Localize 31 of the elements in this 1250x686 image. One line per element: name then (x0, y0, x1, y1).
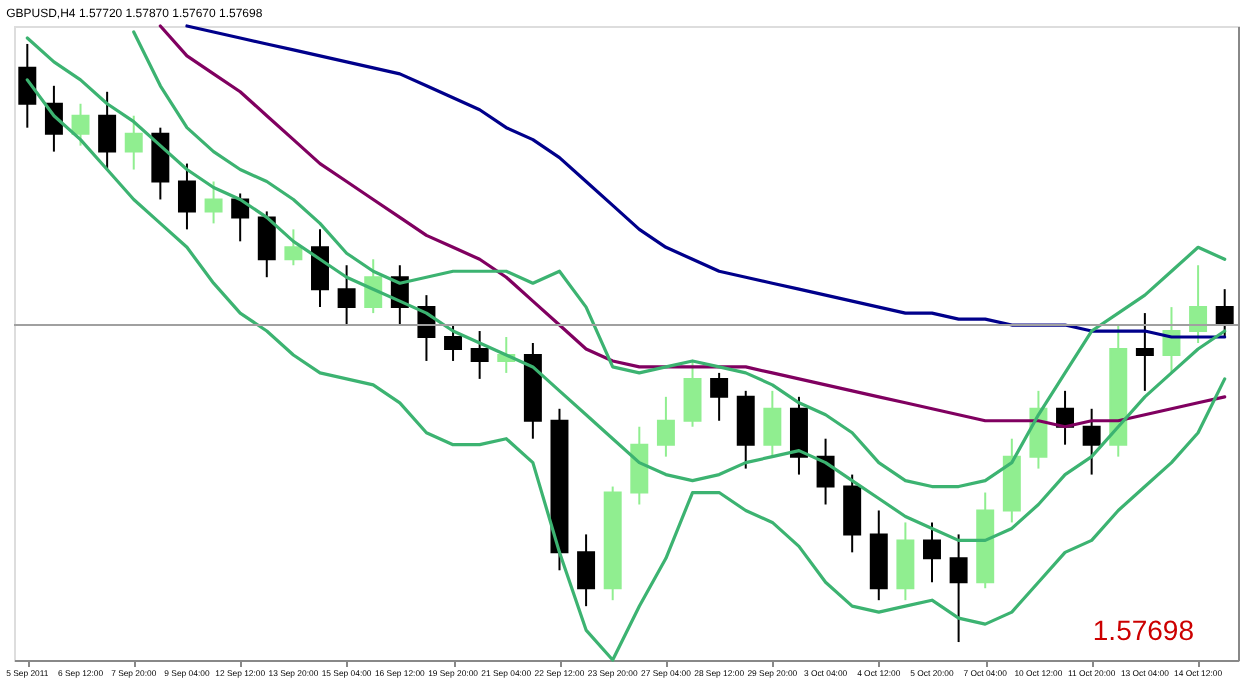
annotation: 1.57698 (1092, 614, 1195, 646)
candlestick (284, 228, 303, 267)
candlestick (1189, 264, 1208, 344)
candlestick (736, 389, 755, 470)
candlestick (577, 533, 596, 608)
candlestick (789, 395, 808, 476)
candlestick (949, 533, 968, 644)
candlestick (763, 389, 782, 458)
candlestick (71, 102, 90, 147)
candlestick (923, 521, 941, 584)
candlestick (257, 210, 276, 279)
candlestick (177, 162, 196, 231)
candlestick (204, 180, 223, 225)
candlestick (656, 395, 675, 458)
candlestick (843, 473, 862, 554)
candlestick (1082, 407, 1101, 476)
candlestick (896, 521, 915, 602)
candlestick (18, 42, 37, 129)
candlestick (124, 114, 143, 171)
candlestick (98, 90, 117, 171)
candlestick (311, 228, 329, 309)
candlestick (1135, 312, 1154, 392)
candlestick (337, 264, 356, 327)
candlestick (683, 359, 702, 428)
candlestick (710, 371, 729, 422)
candlestick (364, 258, 383, 315)
candlestick (1215, 288, 1234, 339)
candlestick (630, 425, 649, 506)
candlestick (151, 126, 170, 201)
candlestick (470, 330, 489, 380)
candlestick (444, 324, 463, 362)
